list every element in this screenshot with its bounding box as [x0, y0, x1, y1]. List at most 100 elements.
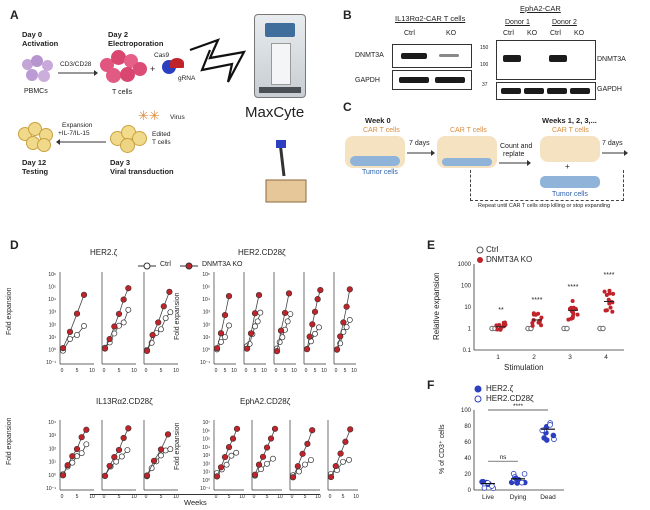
c-weeks: Weeks 1, 2, 3,...	[542, 116, 597, 125]
d-ko-point	[327, 473, 335, 481]
d-ytick: 10¹	[203, 335, 211, 341]
d-title-3: IL13Rα2.CD28ζ	[96, 397, 153, 406]
e-ko-point	[602, 289, 607, 294]
e-ctrl-point	[600, 325, 606, 332]
b-mw150: 150	[480, 45, 489, 51]
d-xtick: 5	[76, 494, 79, 500]
d-ctrl-point	[67, 336, 73, 342]
d-ko-point	[225, 444, 233, 451]
d-xtick: 10	[351, 368, 357, 374]
d-ytick: 10⁵	[202, 437, 210, 443]
d-ctrl-point	[158, 326, 164, 333]
d-ko-point	[251, 310, 259, 317]
day12-sub: Testing	[22, 167, 49, 176]
e-ko-point	[570, 298, 575, 303]
d-ko-point	[213, 473, 221, 480]
panel-c-label: C	[343, 100, 352, 114]
d-ko-point	[120, 296, 127, 303]
d-ko-point	[343, 303, 350, 310]
d-ytick: 10²	[49, 322, 57, 328]
d-ko-point	[164, 431, 172, 438]
blot-left-gapdh	[392, 70, 472, 90]
d-ko-point	[221, 453, 229, 461]
d-xtick: 0	[215, 368, 218, 374]
d-ctrl-point	[118, 453, 125, 460]
panel-f-label: F	[427, 378, 435, 392]
e-sig: **	[498, 307, 504, 314]
d-title-2: HER2.CD28ζ	[238, 248, 286, 257]
b-right-ko2: KO	[574, 30, 585, 37]
d-ytick: 10⁵	[48, 285, 56, 291]
c-week0: Week 0	[365, 116, 391, 125]
d-ko-point	[125, 425, 132, 432]
e-ko-point	[571, 310, 576, 315]
d-weeks-line	[90, 494, 320, 495]
d-xtick: 5	[254, 368, 257, 374]
d-ctrl-point	[296, 468, 302, 475]
d-ctrl-point	[120, 319, 127, 326]
d-ctrl-point	[346, 316, 353, 323]
d-ko-point	[66, 328, 74, 335]
d-xtick: 0	[275, 368, 278, 374]
maxcyte-label: MaxCyte	[245, 104, 305, 121]
d-ytick: 10⁻¹	[200, 360, 210, 366]
d-ctrl-point	[81, 323, 87, 329]
d-ytick: 10³	[203, 310, 211, 316]
d-plot-3: 10⁴ 10³ 10² 10¹ 10⁰ 10⁻¹ 0 5 10 0 5 10 0 5 10	[46, 420, 179, 500]
b-left-ctrl: Ctrl	[404, 30, 415, 37]
d-ko-point	[309, 427, 316, 434]
arrow-a1	[58, 70, 98, 76]
c-tumor-1: Tumor cells	[362, 169, 398, 176]
d-xtick: 5	[314, 368, 317, 374]
e-ko-point	[571, 305, 576, 310]
d-xtick: 0	[335, 368, 338, 374]
d-xtick: 10	[315, 494, 321, 500]
b-right-dnmt3a: DNMT3A	[597, 56, 626, 63]
d-ytick: 10⁶	[48, 272, 56, 278]
d-ko-point	[166, 288, 173, 295]
d-ko-point	[73, 310, 81, 317]
d-title-1: HER2.ζ	[90, 248, 118, 257]
e-ytick: 1000	[458, 262, 472, 268]
d-ko-point	[342, 438, 349, 445]
d-ctrl-point	[340, 329, 347, 335]
d-xtick: 10	[239, 494, 245, 500]
f-legend1: HER2.ζ	[486, 384, 514, 393]
d-ko-point	[111, 323, 118, 330]
d-ko-point	[217, 330, 225, 337]
b-right-ctrl2: Ctrl	[550, 30, 561, 37]
e-legend-ctrl-marker	[476, 246, 484, 254]
b-right-title: EphA2-CAR	[520, 4, 561, 13]
d-ko-point	[233, 425, 241, 432]
d-xtick: 0	[245, 368, 248, 374]
b-donor1: Donor 1	[505, 19, 530, 26]
f-legend2: HER2.CD28ζ	[486, 394, 534, 403]
d-ko-point	[255, 292, 263, 299]
blot-left-dnmt3a	[392, 44, 472, 68]
d-xtick: 5	[266, 494, 269, 500]
b-left-ko: KO	[446, 30, 457, 37]
e-xtick: 2	[532, 354, 536, 361]
d-ctrl-point	[158, 452, 164, 459]
d-ko-point	[306, 333, 313, 340]
d-ctrl-point	[252, 323, 258, 330]
d-xtick: 5	[118, 368, 121, 374]
b-mw37: 37	[482, 82, 488, 88]
d-ytick: 10³	[203, 453, 211, 459]
d-ytick: 10⁴	[202, 445, 210, 451]
d-ko-point	[255, 461, 263, 468]
d-ko-point	[78, 434, 85, 441]
d-ko-point	[160, 303, 167, 310]
d-ctrl-point	[270, 455, 276, 462]
panel-b-label: B	[343, 8, 352, 22]
b-right-ko1: KO	[527, 30, 538, 37]
c-tumor-bed-3	[540, 176, 600, 188]
d-ytick: 10⁴	[48, 420, 56, 426]
pbmc-cluster	[20, 55, 56, 85]
e-ctrl-point	[564, 325, 570, 332]
d-ko-point	[247, 330, 255, 337]
d-ko-point	[80, 291, 88, 298]
b-donor2: Donor 2	[552, 19, 577, 26]
blot-right-gapdh	[496, 82, 596, 100]
d-xtick: 0	[103, 494, 106, 500]
